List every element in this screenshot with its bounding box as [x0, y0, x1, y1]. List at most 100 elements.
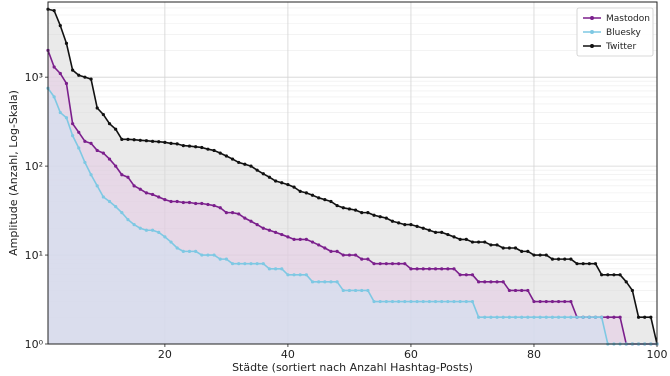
mastodon-point [415, 267, 419, 271]
mastodon-point [71, 122, 75, 126]
series-areas [48, 9, 657, 344]
bluesky-point [397, 299, 401, 304]
mastodon-point [507, 288, 511, 293]
mastodon-point [347, 253, 352, 257]
bluesky-point [95, 184, 99, 188]
twitter-point [52, 9, 56, 13]
mastodon-point [175, 199, 179, 204]
twitter-point [274, 179, 278, 183]
twitter-point [77, 73, 81, 77]
bluesky-point [507, 315, 511, 319]
mastodon-point [335, 249, 339, 253]
mastodon-point [200, 201, 204, 206]
mastodon-point [194, 201, 198, 206]
twitter-point [421, 226, 425, 230]
bluesky-point [317, 280, 321, 284]
twitter-point [138, 138, 142, 142]
twitter-point [157, 140, 161, 144]
bluesky-point [575, 315, 579, 319]
twitter-point [114, 127, 118, 131]
twitter-point [181, 144, 185, 148]
mastodon-point [243, 216, 247, 220]
bluesky-point [550, 315, 555, 319]
twitter-point [563, 257, 567, 261]
mastodon-point [495, 280, 499, 284]
twitter-point [415, 224, 419, 228]
legend-marker-mastodon [590, 16, 594, 20]
mastodon-point [421, 267, 425, 271]
bluesky-point [427, 299, 431, 304]
twitter-point [64, 41, 69, 45]
mastodon-point [52, 65, 56, 69]
mastodon-point [120, 173, 124, 177]
mastodon-point [77, 130, 81, 134]
mastodon-point [267, 228, 272, 232]
bluesky-point [286, 273, 290, 277]
mastodon-point [526, 288, 530, 293]
twitter-point [446, 232, 450, 237]
twitter-point [630, 288, 634, 293]
x-tick-label: 60 [404, 348, 418, 361]
bluesky-point [218, 257, 222, 261]
twitter-point [452, 235, 456, 239]
bluesky-point [298, 273, 302, 277]
twitter-point [89, 77, 93, 81]
mastodon-point [556, 299, 561, 304]
mastodon-point [95, 148, 99, 153]
mastodon-point [477, 280, 481, 284]
twitter-point [120, 137, 124, 141]
twitter-point [218, 151, 222, 155]
mastodon-point [181, 200, 185, 205]
mastodon-point [126, 175, 130, 179]
twitter-point [310, 193, 315, 197]
mastodon-point [403, 262, 407, 266]
mastodon-point [212, 203, 216, 208]
legend-marker-bluesky [590, 30, 594, 34]
bluesky-point [114, 205, 118, 209]
mastodon-point [310, 240, 315, 244]
mastodon-point [458, 273, 462, 277]
mastodon-point [452, 267, 456, 271]
plot-frame [47, 1, 658, 345]
mastodon-point [446, 267, 450, 271]
bluesky-point [593, 315, 598, 319]
bluesky-point [556, 315, 561, 319]
series-lines [47, 8, 658, 345]
mastodon-point [538, 299, 542, 304]
bluesky-point [353, 288, 358, 293]
twitter-point [440, 230, 444, 234]
bluesky-point [360, 288, 364, 293]
legend: Mastodon Bluesky Twitter [576, 7, 654, 57]
mastodon-point [483, 280, 487, 284]
twitter-point [353, 208, 358, 212]
mastodon-point [157, 195, 161, 199]
twitter-point [194, 145, 198, 149]
mastodon-line [47, 50, 657, 345]
twitter-point [230, 157, 235, 161]
mastodon-point [107, 157, 112, 161]
twitter-point [71, 68, 75, 72]
twitter-point [403, 223, 407, 227]
twitter-point [427, 228, 431, 232]
twitter-point [544, 253, 548, 257]
twitter-point [169, 141, 173, 146]
bluesky-point [157, 230, 161, 234]
mastodon-point [366, 257, 370, 261]
twitter-point [360, 211, 364, 215]
twitter-point [581, 262, 585, 266]
series-points [46, 7, 659, 346]
mastodon-point [58, 71, 62, 76]
bluesky-point [421, 299, 425, 304]
bluesky-point [513, 315, 518, 319]
bluesky-point [403, 299, 407, 304]
twitter-point [132, 138, 136, 142]
mastodon-point [409, 267, 413, 271]
bluesky-point [483, 315, 487, 319]
bluesky-point [169, 240, 173, 244]
mastodon-point [390, 262, 395, 266]
bluesky-point [446, 299, 450, 304]
bluesky-point [267, 267, 272, 271]
bluesky-point [132, 223, 136, 227]
twitter-point [458, 237, 462, 241]
mastodon-point [261, 226, 265, 230]
